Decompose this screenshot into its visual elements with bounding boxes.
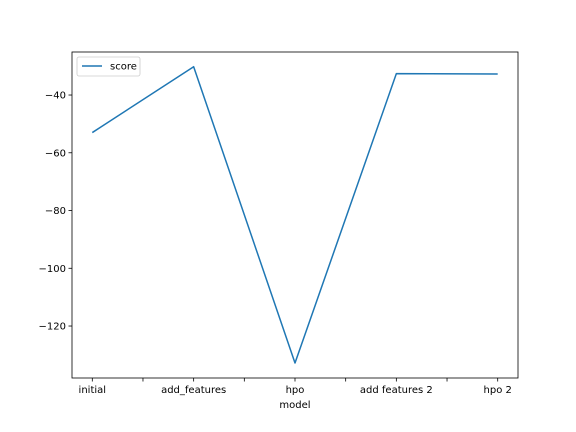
- y-tick-label: −60: [45, 148, 66, 159]
- legend-box: [76, 56, 141, 77]
- x-axis: initial add_features hpo add features 2 hpo …: [79, 378, 512, 396]
- y-tick-label: −120: [39, 322, 66, 333]
- series-layer: [91, 65, 498, 364]
- x-tick-label: hpo 2: [484, 385, 512, 396]
- y-tick-label: −100: [39, 264, 66, 275]
- x-tick-label: add_features: [161, 385, 226, 396]
- x-tick-label: add features 2: [360, 385, 433, 396]
- plot-area: [72, 52, 518, 378]
- plot-frame: [71, 51, 519, 379]
- x-tick-label: hpo: [286, 385, 305, 396]
- y-tick-label: −80: [45, 206, 66, 217]
- x-axis-label: model: [279, 400, 310, 411]
- y-tick-label: −40: [45, 91, 66, 102]
- x-tick-label: initial: [79, 385, 107, 396]
- legend: score: [76, 56, 141, 77]
- y-axis: −120 −100 −80 −60 −40: [39, 91, 72, 333]
- legend-label-score: score: [110, 62, 137, 73]
